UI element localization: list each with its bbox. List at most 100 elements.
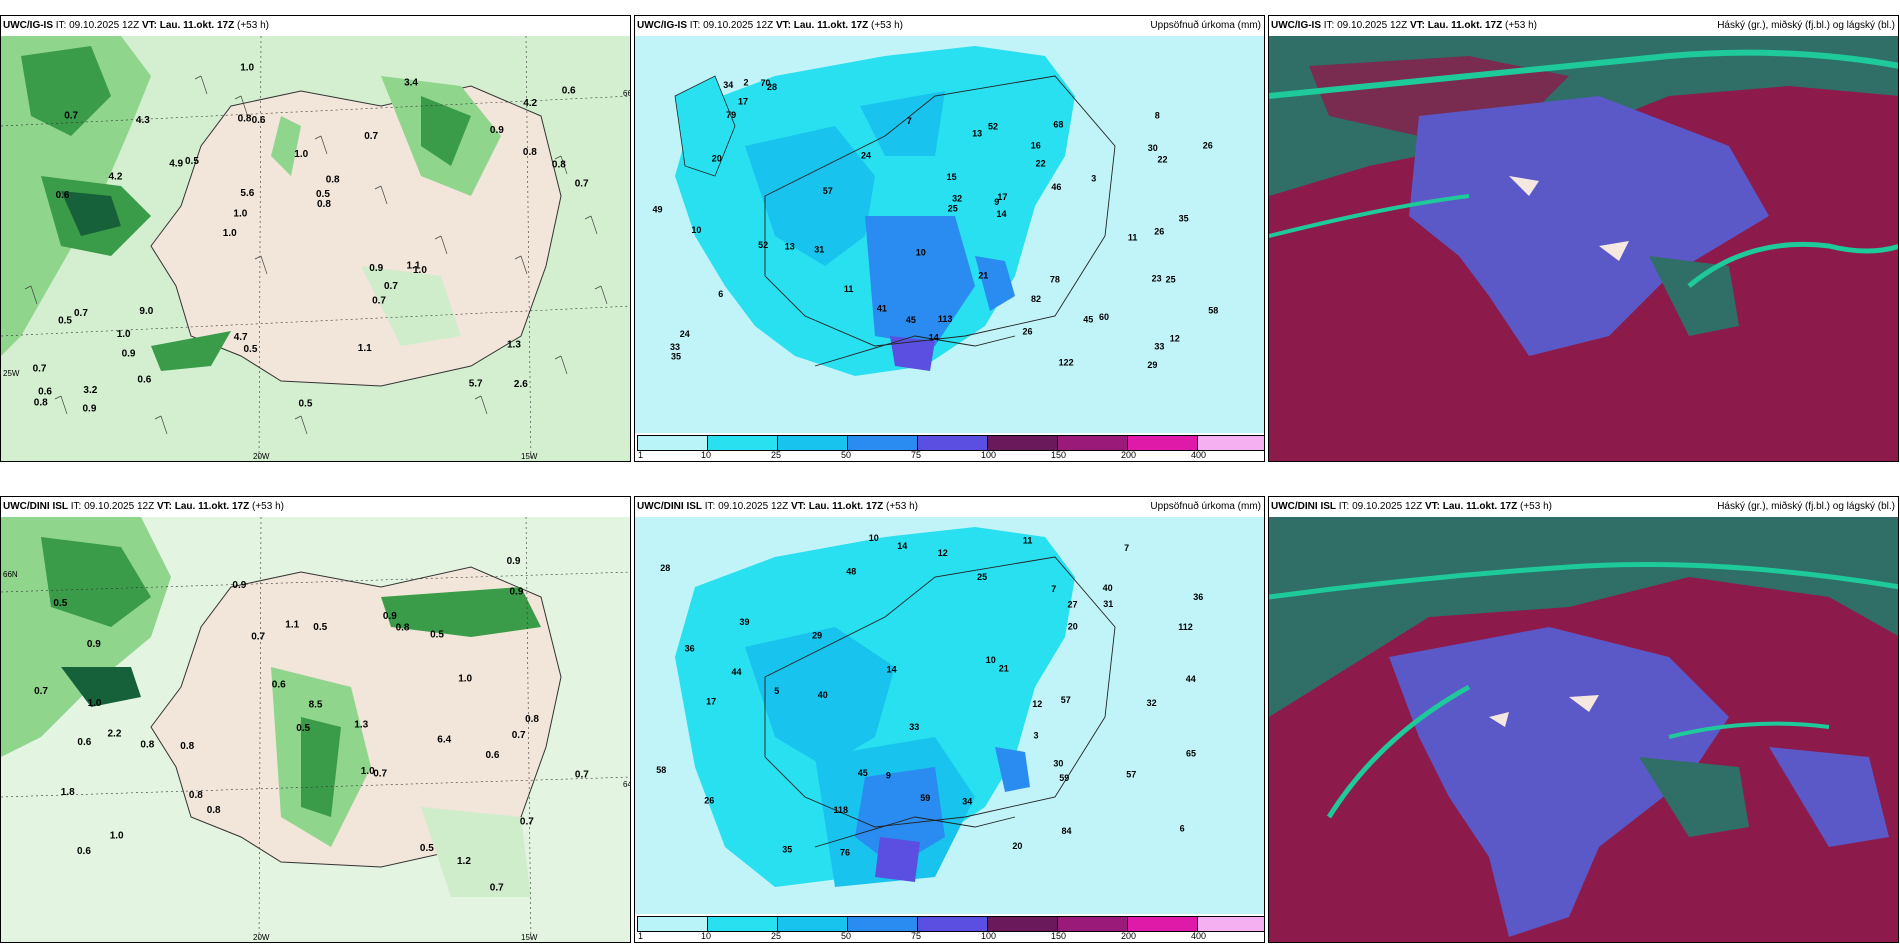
value-label: 5.6 <box>240 188 254 199</box>
value-label: 0.8 <box>207 805 221 816</box>
value-label: 40 <box>1103 583 1113 593</box>
value-label: 36 <box>1193 592 1203 602</box>
value-label: 65 <box>1186 749 1196 759</box>
value-label: 0.8 <box>317 199 331 210</box>
value-label: 5 <box>774 686 779 696</box>
value-label: 0.9 <box>490 125 504 136</box>
value-label: 30 <box>1053 758 1063 768</box>
legend-tick: 10 <box>701 450 712 460</box>
value-label: 14 <box>897 541 907 551</box>
legend-tick: 150 <box>1051 931 1067 941</box>
value-label: 0.7 <box>373 769 387 780</box>
legend-tick: 100 <box>981 450 997 460</box>
value-label: 25 <box>977 572 987 582</box>
legend-swatch <box>848 917 918 931</box>
legend-swatch <box>848 436 918 450</box>
value-label: 0.9 <box>369 263 383 274</box>
value-label: 0.8 <box>396 622 410 633</box>
value-label: 52 <box>758 240 768 250</box>
value-label: 0.9 <box>122 348 136 359</box>
value-label: 24 <box>861 150 871 160</box>
precip-legend: 1 10 25 50 75 100 150 200 400 <box>635 914 1264 942</box>
value-label: 10 <box>869 533 879 543</box>
value-label: 17 <box>706 697 716 707</box>
value-label: 0.7 <box>364 131 378 142</box>
value-label: 9 <box>886 770 891 780</box>
value-label: 22 <box>1036 158 1046 168</box>
value-label: 29 <box>812 630 822 640</box>
value-label: 0.7 <box>575 178 589 189</box>
value-label: 57 <box>1126 770 1136 780</box>
panel-title: Háský (gr.), miðský (fj.bl.) og lágský (… <box>1717 501 1895 512</box>
value-label: 0.8 <box>180 741 194 752</box>
value-label: 1.1 <box>285 619 299 630</box>
value-label: 7 <box>1051 584 1056 594</box>
legend-swatch <box>988 917 1058 931</box>
value-label: 12 <box>1170 333 1180 343</box>
value-label: 49 <box>653 205 663 215</box>
value-label: 78 <box>1050 275 1060 285</box>
lat-label: 64N <box>623 780 631 789</box>
value-label: 26 <box>1154 226 1164 236</box>
value-label: 0.7 <box>512 730 526 741</box>
value-label: 0.6 <box>77 737 91 748</box>
wind-map: 2.60.64.21.00.73.20.81.00.70.50.70.90.60… <box>1 36 630 461</box>
lon-label: 20W <box>253 933 270 942</box>
panel-header: UWC/IG-IS IT: 09.10.2025 12Z VT: Lau. 11… <box>1 16 630 36</box>
cloud-panel-top: UWC/IG-IS IT: 09.10.2025 12Z VT: Lau. 11… <box>1268 15 1899 462</box>
legend-swatch <box>638 436 708 450</box>
legend-tick: 1 <box>638 931 644 941</box>
value-label: 35 <box>671 351 681 361</box>
value-label: 11 <box>844 284 854 294</box>
legend-tick: 100 <box>981 931 997 941</box>
value-label: 0.5 <box>244 344 258 355</box>
value-label: 15 <box>947 172 957 182</box>
legend-swatch <box>1128 917 1198 931</box>
value-label: 0.8 <box>34 398 48 409</box>
legend-tick: 25 <box>771 931 782 941</box>
legend-tick: 75 <box>911 450 922 460</box>
value-label: 45 <box>858 768 868 778</box>
legend-tick: 10 <box>701 931 712 941</box>
value-label: 0.6 <box>272 679 286 690</box>
value-label: 0.9 <box>87 639 101 650</box>
legend-tick: 25 <box>771 450 782 460</box>
value-label: 0.5 <box>185 156 199 167</box>
value-label: 6 <box>1180 823 1185 833</box>
value-label: 3.2 <box>83 385 97 396</box>
legend-swatch <box>1058 436 1128 450</box>
panel-header: UWC/IG-IS IT: 09.10.2025 12Z VT: Lau. 11… <box>1269 16 1898 36</box>
value-label: 1.0 <box>110 830 124 841</box>
value-label: 84 <box>1062 826 1072 836</box>
value-label: 0.7 <box>33 363 47 374</box>
value-label: 33 <box>909 722 919 732</box>
value-label: 0.7 <box>251 632 265 643</box>
value-label: 1.0 <box>223 228 237 239</box>
value-label: 0.7 <box>384 281 398 292</box>
value-label: 39 <box>740 617 750 627</box>
value-label: 1.3 <box>354 719 368 730</box>
value-label: 0.9 <box>383 611 397 622</box>
value-label: 0.7 <box>34 686 48 697</box>
value-label: 7 <box>907 116 912 126</box>
value-label: 36 <box>685 644 695 654</box>
value-label: 0.8 <box>238 114 252 125</box>
value-label: 58 <box>656 765 666 775</box>
panel-title: Uppsöfnuð úrkoma (mm) <box>1150 501 1261 512</box>
value-label: 59 <box>920 793 930 803</box>
legend-swatch <box>918 436 988 450</box>
precip-legend: 1 10 25 50 75 100 150 200 400 <box>635 433 1264 461</box>
value-label: 2 <box>744 77 749 87</box>
value-label: 0.8 <box>326 175 340 186</box>
value-label: 34 <box>962 797 972 807</box>
value-label: 29 <box>1147 360 1157 370</box>
value-label: 0.7 <box>74 308 88 319</box>
value-label: 1.0 <box>458 674 472 685</box>
value-label: 0.7 <box>372 295 386 306</box>
value-label: 70 <box>761 78 771 88</box>
value-label: 0.8 <box>523 147 537 158</box>
value-label: 2.2 <box>108 729 122 740</box>
legend-color-bar <box>637 916 1264 932</box>
legend-tick: 75 <box>911 931 922 941</box>
wind-panel-bottom: UWC/DINI ISL IT: 09.10.2025 12Z VT: Lau.… <box>0 496 631 943</box>
